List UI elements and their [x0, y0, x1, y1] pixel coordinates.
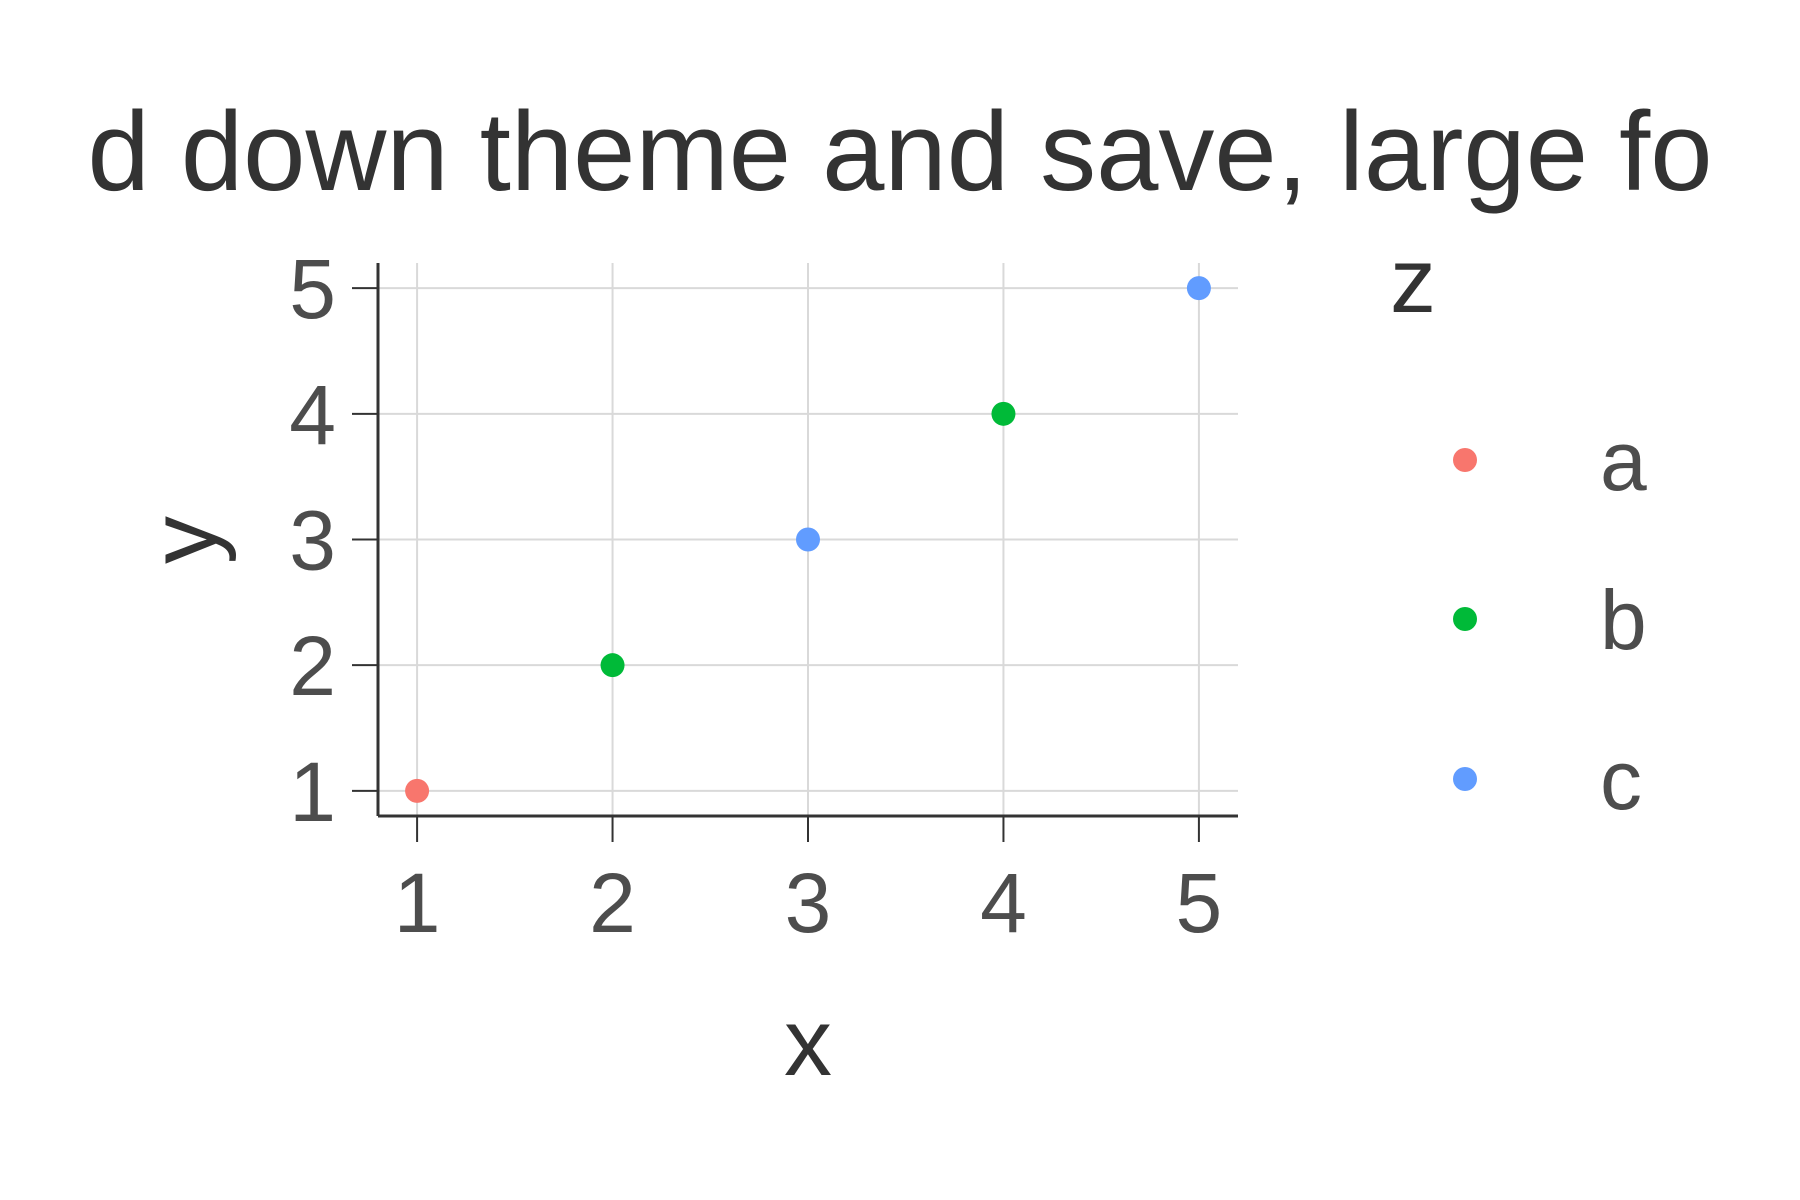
legend-item-c: c [1453, 733, 1642, 827]
gridlines [378, 263, 1238, 816]
chart-title: d down theme and save, large fo [87, 89, 1712, 214]
y-tick-label-2: 2 [289, 619, 336, 713]
data-point-3 [796, 527, 820, 552]
legend: z abc [1390, 230, 1647, 827]
legend-title: z [1390, 230, 1436, 332]
x-tick-label-2: 2 [589, 856, 636, 950]
legend-key-b [1453, 607, 1477, 631]
legend-label-c: c [1600, 733, 1642, 827]
legend-item-b: b [1453, 573, 1647, 667]
x-axis-title: x [784, 989, 832, 1096]
y-tick-label-1: 1 [289, 745, 336, 839]
legend-label-a: a [1600, 414, 1647, 508]
tick-labels: 1 2 3 4 5 1 2 3 4 5 [289, 242, 1222, 950]
x-tick-label-5: 5 [1176, 856, 1223, 950]
data-point-2 [600, 653, 625, 678]
y-tick-label-4: 4 [289, 368, 336, 462]
y-tick-label-3: 3 [289, 494, 336, 588]
legend-key-c [1453, 767, 1477, 791]
legend-label-b: b [1600, 573, 1647, 667]
legend-key-a [1453, 448, 1477, 472]
data-points [405, 276, 1211, 803]
legend-item-a: a [1453, 414, 1647, 508]
tick-marks [352, 287, 1200, 842]
x-tick-label-3: 3 [785, 856, 832, 950]
data-point-1 [405, 778, 430, 803]
x-tick-label-4: 4 [980, 856, 1027, 950]
y-axis-title: y [130, 516, 237, 564]
x-tick-label-1: 1 [394, 856, 441, 950]
data-point-4 [991, 401, 1016, 426]
y-tick-label-5: 5 [289, 242, 336, 336]
data-point-5 [1186, 276, 1211, 301]
